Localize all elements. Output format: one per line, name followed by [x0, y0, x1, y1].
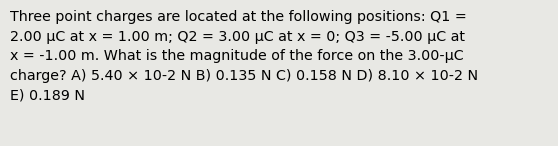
Text: Three point charges are located at the following positions: Q1 =
2.00 μC at x = : Three point charges are located at the f… [10, 10, 478, 102]
